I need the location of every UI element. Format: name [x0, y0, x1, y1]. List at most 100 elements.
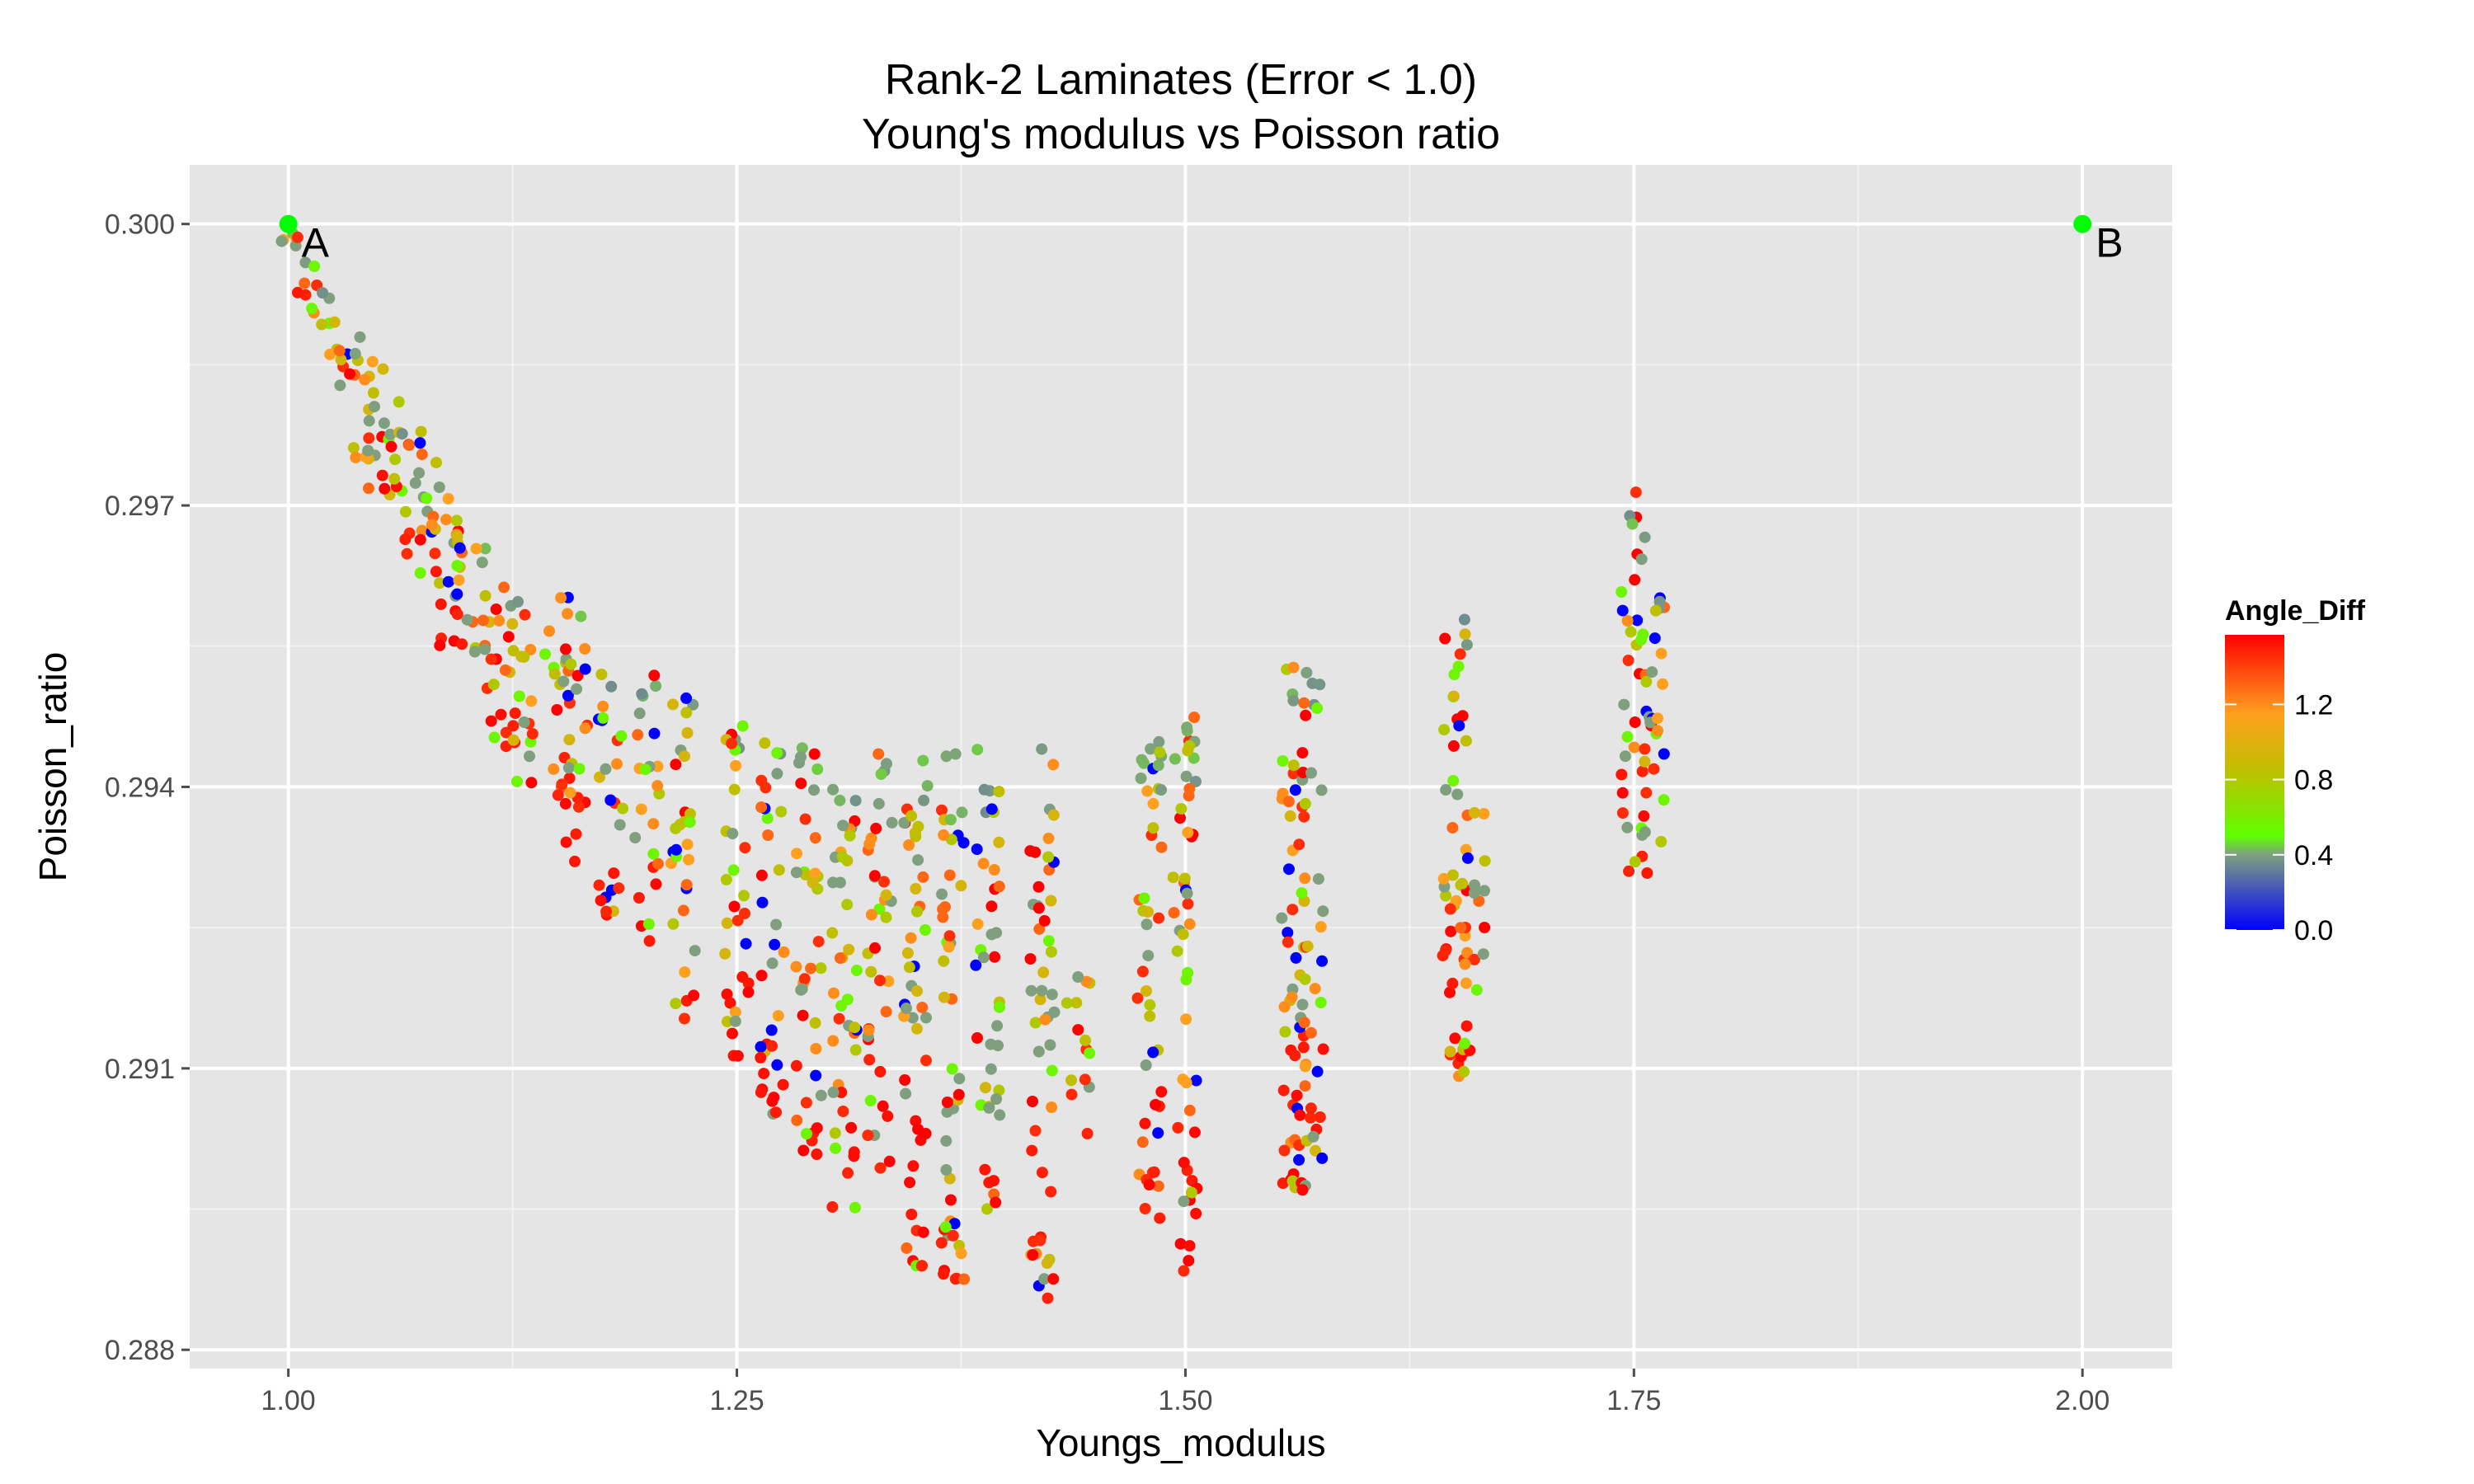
scatter-point: [442, 492, 454, 505]
scatter-point: [1286, 991, 1298, 1003]
scatter-point: [1299, 872, 1311, 885]
scatter-point: [1188, 1126, 1201, 1139]
scatter-point: [1447, 740, 1460, 752]
scatter-point: [724, 997, 736, 1009]
scatter-point: [992, 1040, 1004, 1052]
scatter-point: [1185, 1186, 1197, 1199]
scatter-point: [1034, 1234, 1047, 1247]
scatter-point: [488, 731, 501, 744]
scatter-point: [755, 970, 768, 982]
scatter-point: [1155, 784, 1167, 796]
scatter-point: [875, 768, 887, 780]
scatter-point: [570, 828, 582, 840]
scatter-point: [1461, 946, 1474, 959]
scatter-point: [907, 1160, 920, 1172]
scatter-point: [680, 707, 693, 719]
scatter-point: [1282, 927, 1294, 939]
scatter-point: [1182, 744, 1194, 757]
scatter-point: [485, 653, 497, 665]
scatter-point: [797, 1009, 809, 1021]
scatter-point: [910, 883, 922, 895]
scatter-point: [1646, 666, 1658, 679]
scatter-point: [683, 853, 695, 866]
scatter-point: [1047, 809, 1060, 821]
scatter-point: [569, 855, 581, 867]
scatter-point: [953, 1073, 966, 1085]
scatter-point: [872, 797, 885, 810]
scatter-point: [1444, 1045, 1456, 1058]
scatter-point: [1036, 1167, 1048, 1179]
scatter-point: [937, 911, 949, 923]
scatter-point: [1278, 1001, 1291, 1013]
scatter-point: [988, 1175, 999, 1187]
scatter-point: [920, 1054, 932, 1067]
scatter-point: [1279, 1026, 1291, 1038]
scatter-point: [912, 854, 924, 866]
scatter-point: [993, 836, 1005, 848]
scatter-point: [677, 904, 689, 917]
scatter-point: [1141, 985, 1152, 997]
scatter-point: [1139, 1203, 1151, 1214]
scatter-point: [912, 820, 924, 833]
scatter-point: [755, 1040, 767, 1053]
scatter-point: [882, 975, 895, 988]
scatter-point: [1174, 812, 1186, 824]
scatter-point: [1142, 950, 1155, 962]
scatter-point: [727, 828, 739, 840]
scatter-point: [836, 851, 849, 863]
scatter-point: [1638, 810, 1650, 822]
scatter-point: [807, 876, 819, 889]
scatter-point: [1305, 767, 1317, 779]
scatter-point: [1042, 851, 1055, 863]
y-tick-label: 0.294: [105, 772, 175, 803]
y-tick-label: 0.297: [105, 491, 175, 522]
scatter-point: [594, 771, 605, 783]
scatter-point: [1440, 784, 1452, 796]
scatter-point: [799, 868, 811, 881]
scatter-point: [1072, 971, 1084, 983]
scatter-point: [938, 991, 950, 1003]
scatter-point: [905, 1209, 918, 1220]
scatter-point: [652, 857, 664, 870]
scatter-point: [1038, 1273, 1051, 1285]
scatter-point: [1147, 822, 1159, 834]
scatter-point: [865, 965, 877, 978]
scatter-point: [1029, 1125, 1042, 1137]
x-tick-label: 1.00: [261, 1385, 316, 1416]
scatter-point: [1300, 709, 1312, 721]
scatter-point: [903, 839, 915, 851]
scatter-point: [1635, 634, 1647, 646]
scatter-point: [1181, 721, 1193, 734]
scatter-point: [518, 650, 530, 663]
scatter-point: [898, 817, 910, 829]
scatter-point: [848, 1150, 860, 1162]
scatter-point: [519, 608, 531, 621]
scatter-point: [810, 1043, 822, 1054]
scatter-point: [1616, 807, 1629, 819]
scatter-point: [451, 608, 463, 621]
scatter-point: [1046, 1101, 1058, 1113]
scatter-point: [1449, 1032, 1461, 1045]
scatter-point: [835, 999, 848, 1012]
scatter-point: [461, 613, 473, 626]
scatter-point: [728, 783, 741, 796]
scatter-point: [1138, 892, 1150, 904]
scatter-point: [1178, 1157, 1190, 1169]
scatter-point: [430, 566, 442, 578]
scatter-point: [719, 947, 731, 960]
scatter-point: [1188, 711, 1201, 724]
scatter-point: [1296, 998, 1309, 1011]
scatter-point: [1144, 1010, 1156, 1022]
scatter-point: [1658, 748, 1670, 760]
scatter-point: [1190, 1208, 1202, 1219]
scatter-point: [985, 900, 998, 913]
scatter-point: [1641, 867, 1653, 879]
scatter-point: [1131, 992, 1144, 1004]
scatter-point: [477, 614, 489, 627]
scatter-point: [901, 947, 914, 959]
scatter-point: [828, 987, 840, 999]
scatter-point: [1453, 720, 1465, 732]
scatter-point: [827, 783, 840, 796]
grid-major: [190, 165, 2172, 1369]
scatter-point: [943, 941, 955, 953]
